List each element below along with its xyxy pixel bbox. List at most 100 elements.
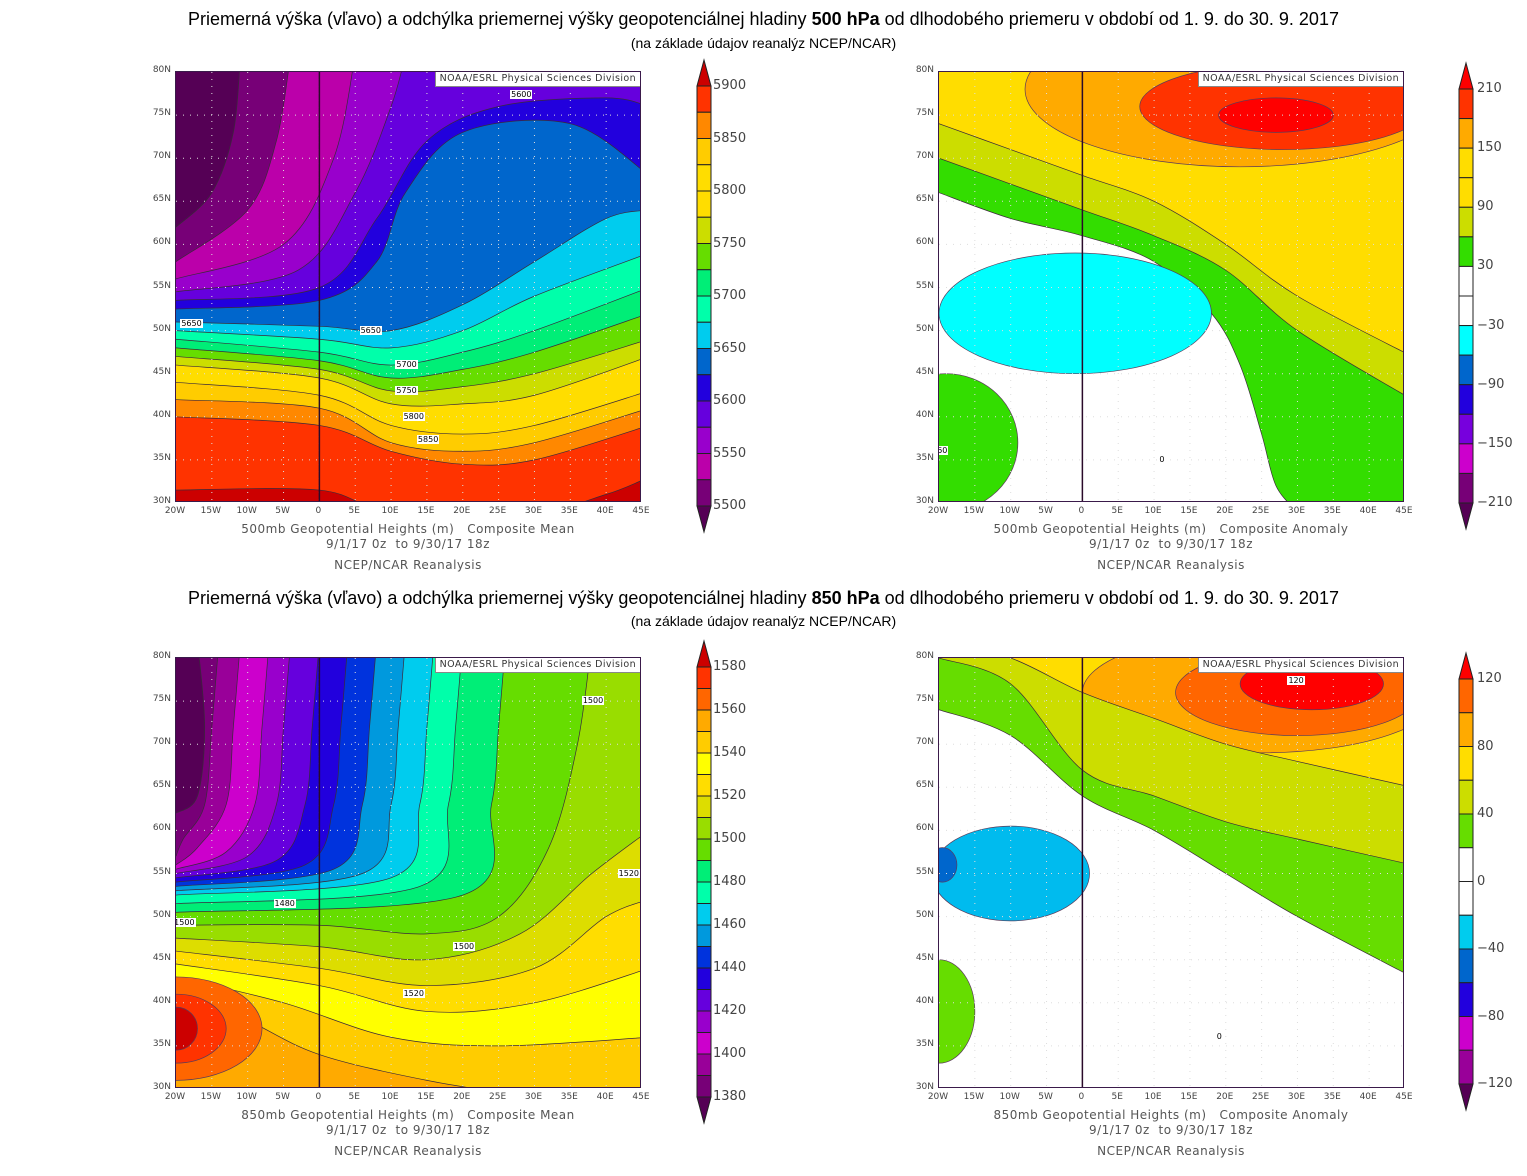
lon-tick: 20W bbox=[927, 1092, 949, 1102]
lat-tick: 40N bbox=[152, 995, 171, 1006]
contour-label: 120 bbox=[1287, 676, 1305, 685]
lat-tick: 40N bbox=[915, 409, 934, 420]
contour-line bbox=[176, 290, 640, 366]
colorbar-swatch bbox=[1458, 1016, 1474, 1051]
lon-tick: 10E bbox=[1144, 1092, 1162, 1102]
lon-tick: 10W bbox=[236, 1092, 257, 1102]
lon-tick: 45E bbox=[1395, 1092, 1413, 1102]
lon-tick: 40E bbox=[596, 1092, 614, 1102]
caption-period: 9/1/17 0z to 9/30/17 18z bbox=[1088, 537, 1253, 551]
lat-tick: 60N bbox=[915, 823, 934, 834]
lon-tick: 5W bbox=[1038, 1092, 1053, 1102]
colorbar-swatch bbox=[1458, 177, 1474, 208]
contour-line bbox=[176, 658, 376, 887]
colorbar-label: 0 bbox=[1477, 873, 1486, 889]
contour-line bbox=[176, 976, 640, 1047]
lat-tick: 50N bbox=[152, 323, 171, 334]
contour-line bbox=[176, 359, 640, 407]
map-plot: NOAA/ESRL Physical Sciences Division 60 0 bbox=[938, 71, 1404, 502]
lat-tick: 55N bbox=[915, 866, 934, 877]
contour-label: 5700 bbox=[395, 360, 418, 370]
lon-tick: 45E bbox=[632, 506, 650, 516]
colorbar-swatch bbox=[696, 688, 712, 711]
lat-tick: 60N bbox=[152, 237, 171, 248]
lat-tick: 35N bbox=[915, 1038, 934, 1049]
contour-line bbox=[176, 658, 319, 879]
lon-tick: 25E bbox=[489, 506, 507, 516]
contour-line bbox=[939, 658, 1403, 864]
colorbar-under-arrow bbox=[696, 505, 712, 534]
contour-line bbox=[176, 399, 640, 452]
lat-tick: 65N bbox=[152, 780, 171, 791]
contour-label: 5600 bbox=[510, 90, 533, 99]
lon-tick: 15W bbox=[963, 506, 985, 516]
title-500: Priemerná výška (vľavo) a odchýlka priem… bbox=[188, 9, 1339, 29]
colorbar-swatch bbox=[696, 453, 712, 481]
colorbar-swatch bbox=[696, 838, 712, 861]
contour-line bbox=[176, 658, 240, 866]
colorbar-over-arrow bbox=[696, 58, 712, 87]
lat-tick: 60N bbox=[152, 823, 171, 834]
caption-source: NCEP/NCAR Reanalysis bbox=[1097, 1144, 1245, 1158]
colorbar-label: 5850 bbox=[713, 130, 747, 146]
contour-map bbox=[939, 658, 1403, 1087]
colorbar-label: 1440 bbox=[713, 960, 747, 975]
contour-line bbox=[176, 72, 353, 280]
colorbar-swatch bbox=[696, 111, 712, 139]
lat-tick: 75N bbox=[915, 694, 934, 705]
contour-line bbox=[176, 72, 240, 228]
lat-tick: 65N bbox=[915, 780, 934, 791]
colorbar-swatch bbox=[696, 164, 712, 192]
contour-line bbox=[176, 963, 640, 1013]
lat-tick: 60N bbox=[915, 237, 934, 248]
lon-tick: 10W bbox=[999, 1092, 1020, 1102]
contour-blob bbox=[939, 959, 976, 1064]
colorbar-label: 30 bbox=[1477, 258, 1494, 274]
colorbar-swatch bbox=[696, 321, 712, 349]
contour-map bbox=[176, 72, 640, 501]
contour-line bbox=[176, 658, 269, 870]
colorbar-label: −40 bbox=[1477, 941, 1505, 956]
contour-line bbox=[176, 72, 289, 262]
colorbar-swatch bbox=[1458, 325, 1474, 356]
lat-tick: 40N bbox=[915, 995, 934, 1006]
lon-tick: 30E bbox=[524, 1092, 543, 1102]
colorbar-swatch bbox=[1458, 847, 1474, 882]
lon-tick: 15E bbox=[1180, 1092, 1198, 1102]
colorbar-swatch bbox=[696, 138, 712, 166]
colorbar-swatch bbox=[1458, 88, 1474, 120]
lon-tick: 5E bbox=[1111, 1092, 1123, 1102]
colorbar-swatch bbox=[696, 989, 712, 1012]
lat-tick: 50N bbox=[152, 909, 171, 920]
contour-label: 5800 bbox=[402, 411, 425, 421]
lon-tick: 5W bbox=[275, 506, 290, 516]
lon-tick: 0 bbox=[1078, 1092, 1085, 1102]
contour-line bbox=[176, 256, 640, 349]
colorbar-swatch bbox=[696, 666, 712, 689]
lat-tick: 70N bbox=[915, 151, 934, 162]
caption-title: 850mb Geopotential Heights (m) Composite… bbox=[993, 1108, 1349, 1122]
lat-tick: 65N bbox=[915, 194, 934, 205]
colorbar-label: 1460 bbox=[713, 917, 747, 932]
lat-tick: 55N bbox=[915, 280, 934, 291]
lat-tick: 65N bbox=[152, 194, 171, 205]
contour-blob bbox=[939, 252, 1212, 375]
contour-label: 5850 bbox=[416, 435, 440, 445]
lon-tick: 15E bbox=[1180, 506, 1198, 516]
contour-label: 5650 bbox=[359, 325, 382, 335]
colorbar-over-arrow bbox=[696, 639, 712, 668]
colorbar-swatch bbox=[696, 924, 712, 947]
colorbar-over-arrow bbox=[1458, 651, 1474, 680]
lat-tick: 80N bbox=[152, 651, 171, 661]
contour-label: 1500 bbox=[175, 917, 196, 927]
colorbar-label: 5750 bbox=[713, 235, 747, 251]
lon-tick: 20W bbox=[927, 506, 949, 516]
contour-line bbox=[176, 658, 505, 913]
lon-tick: 35E bbox=[560, 1092, 578, 1102]
lat-tick: 40N bbox=[152, 409, 171, 420]
lon-tick: 35E bbox=[560, 506, 578, 516]
caption-title: 850mb Geopotential Heights (m) Composite… bbox=[241, 1108, 575, 1122]
contour-blob bbox=[176, 1006, 198, 1051]
lat-tick: 50N bbox=[915, 909, 934, 920]
lat-tick: 45N bbox=[915, 366, 934, 377]
